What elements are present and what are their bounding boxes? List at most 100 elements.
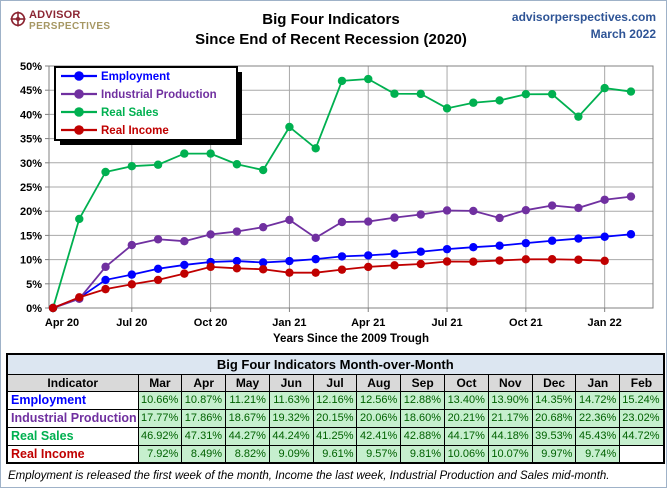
table-cell: 45.43% xyxy=(575,426,621,446)
data-point-real-sales xyxy=(416,89,425,99)
table-cell: 14.35% xyxy=(531,390,577,410)
data-point-real-income xyxy=(101,284,110,294)
data-point-real-sales xyxy=(547,89,557,99)
data-point-industrial-production xyxy=(364,217,373,226)
brand-line-perspectives: PERSPECTIVES xyxy=(29,21,111,32)
data-point-employment xyxy=(232,256,242,266)
data-point-real-income xyxy=(75,293,84,302)
chart-title-line2: Since End of Recent Recession (2020) xyxy=(195,31,467,49)
data-point-real-income xyxy=(547,255,557,264)
x-axis-label: Jan 21 xyxy=(272,317,306,329)
column-header-month: Apr xyxy=(181,373,227,392)
data-point-real-sales xyxy=(127,161,137,171)
table-cell: 10.07% xyxy=(487,444,533,464)
column-header-month: Oct xyxy=(444,373,489,392)
table-cell: 11.21% xyxy=(225,390,270,410)
data-point-real-income xyxy=(48,303,58,313)
column-header-month: Dec xyxy=(531,373,577,392)
table-cell: 18.60% xyxy=(400,408,446,428)
column-header-month: Sep xyxy=(400,373,446,392)
table-cell: 21.17% xyxy=(487,408,533,428)
table-cell: 12.88% xyxy=(400,390,446,410)
data-point-employment xyxy=(311,254,320,264)
data-point-real-sales xyxy=(75,214,84,224)
table-cell: 7.92% xyxy=(137,444,183,464)
table-cell: 8.82% xyxy=(225,444,270,464)
data-point-industrial-production xyxy=(600,195,609,204)
data-point-real-income xyxy=(390,261,399,270)
table-cell: 17.86% xyxy=(181,408,227,428)
x-axis-title: Years Since the 2009 Trough xyxy=(273,333,429,345)
data-point-real-income xyxy=(364,262,373,272)
data-point-real-sales xyxy=(469,98,478,107)
indicator-label: Real Income xyxy=(6,444,139,464)
data-point-real-income xyxy=(311,268,320,277)
footnote: Employment is released the first week of… xyxy=(8,470,610,482)
legend-marker xyxy=(74,89,84,99)
plot-border xyxy=(48,65,654,309)
data-point-industrial-production xyxy=(206,230,215,239)
column-header-indicator: Indicator xyxy=(6,373,139,392)
y-axis-label: 20% xyxy=(20,206,42,218)
data-point-employment xyxy=(258,258,268,267)
table-cell: 10.87% xyxy=(181,390,227,410)
data-point-real-income xyxy=(258,265,268,274)
legend-marker xyxy=(74,107,84,117)
column-header-month: Jan xyxy=(575,373,621,392)
data-point-real-sales xyxy=(495,96,504,105)
table-cell: 20.06% xyxy=(356,408,402,428)
source-and-date: advisorperspectives.com March 2022 xyxy=(512,9,656,44)
data-point-employment xyxy=(390,249,399,258)
data-point-real-sales xyxy=(153,160,163,169)
data-point-employment xyxy=(521,238,531,248)
legend-box xyxy=(54,66,238,141)
advisor-perspectives-logo: ADVISOR PERSPECTIVES xyxy=(10,10,111,32)
table-cell: 11.63% xyxy=(268,390,314,410)
data-point-industrial-production xyxy=(574,203,583,213)
table-title: Big Four Indicators Month-over-Month xyxy=(6,353,665,375)
data-point-employment xyxy=(180,260,189,270)
data-point-real-income xyxy=(416,259,425,269)
table-cell: 13.90% xyxy=(487,390,533,410)
x-axis-label: Jul 20 xyxy=(116,317,147,329)
legend-label: Industrial Production xyxy=(101,89,217,101)
column-header-month: Mar xyxy=(137,373,183,392)
data-point-real-sales xyxy=(232,160,242,169)
table-cell: 20.68% xyxy=(531,408,577,428)
data-point-employment xyxy=(364,251,373,260)
table-cell: 15.24% xyxy=(619,390,665,410)
table-cell: 44.27% xyxy=(225,426,270,446)
data-point-real-income xyxy=(495,256,504,265)
month-over-month-table-wrap: Big Four Indicators Month-over-Month Indi… xyxy=(6,353,665,464)
data-point-real-sales xyxy=(337,76,347,86)
column-header-month: Jun xyxy=(268,373,314,392)
table-cell: 47.31% xyxy=(181,426,227,446)
table-cell: 9.57% xyxy=(356,444,402,464)
table-cell: 44.18% xyxy=(487,426,533,446)
table-cell: 42.41% xyxy=(356,426,402,446)
data-point-industrial-production xyxy=(232,227,242,236)
data-point-industrial-production xyxy=(469,206,478,216)
table-cell: 8.49% xyxy=(181,444,227,464)
brand-line-advisor: ADVISOR xyxy=(29,9,81,21)
column-header-month: Nov xyxy=(487,373,533,392)
y-axis-label: 45% xyxy=(20,85,42,97)
y-axis-label: 15% xyxy=(20,230,42,242)
table-row: Real Sales 46.92% 47.31% 44.27% 44.24% 41.25%… xyxy=(6,426,665,446)
x-axis-label: Oct 20 xyxy=(194,317,228,329)
data-point-industrial-production xyxy=(495,213,504,223)
data-point-real-sales xyxy=(258,165,268,175)
data-point-employment xyxy=(574,234,583,243)
y-axis-label: 25% xyxy=(20,182,42,194)
table-cell: 9.61% xyxy=(312,444,358,464)
table-cell: 22.36% xyxy=(575,408,621,428)
data-point-employment xyxy=(127,270,137,279)
data-point-employment xyxy=(547,236,557,245)
legend-label: Employment xyxy=(101,71,170,83)
column-header-month: Feb xyxy=(619,373,665,392)
table-cell: 39.53% xyxy=(531,426,577,446)
table-cell: 44.72% xyxy=(619,426,665,446)
x-axis-label: Apr 20 xyxy=(45,317,79,329)
data-point-real-income xyxy=(127,280,137,289)
data-point-real-income xyxy=(600,256,609,266)
